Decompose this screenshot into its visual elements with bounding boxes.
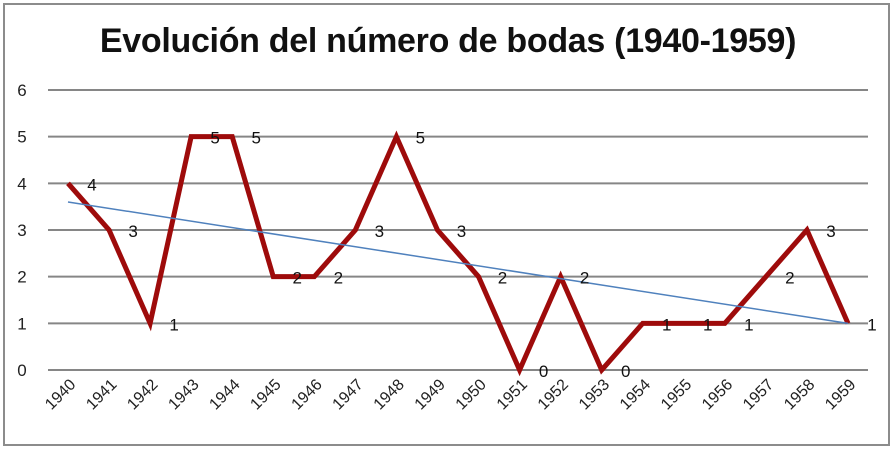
data-label: 0	[621, 362, 630, 381]
x-tick-label: 1942	[124, 376, 161, 413]
data-label: 2	[498, 269, 507, 288]
data-label: 5	[251, 129, 260, 148]
x-tick-label: 1952	[535, 376, 572, 413]
x-tick-label: 1940	[42, 376, 79, 413]
x-tick-label: 1947	[330, 376, 367, 413]
data-label: 3	[375, 222, 384, 241]
data-label: 3	[128, 222, 137, 241]
trendline	[67, 201, 849, 325]
x-tick-label: 1946	[289, 376, 326, 413]
data-label: 3	[457, 222, 466, 241]
x-tick-label: 1953	[576, 376, 613, 413]
x-tick-label: 1951	[494, 376, 531, 413]
data-label: 4	[87, 175, 96, 194]
y-tick-label: 3	[17, 221, 26, 240]
x-tick-label: 1956	[699, 376, 736, 413]
data-label: 0	[539, 362, 548, 381]
x-tick-label: 1945	[247, 376, 284, 413]
data-label: 3	[826, 222, 835, 241]
data-label: 2	[580, 269, 589, 288]
data-label: 2	[785, 269, 794, 288]
y-tick-label: 2	[17, 268, 26, 287]
x-tick-label: 1950	[453, 376, 490, 413]
y-tick-label: 0	[17, 361, 26, 380]
x-tick-label: 1955	[658, 376, 695, 413]
x-tick-label: 1944	[206, 376, 243, 413]
x-tick-label: 1949	[412, 376, 449, 413]
y-tick-label: 6	[17, 81, 26, 100]
y-tick-label: 1	[17, 314, 26, 333]
data-label: 2	[293, 269, 302, 288]
data-label: 5	[210, 129, 219, 148]
y-tick-label: 5	[17, 128, 26, 147]
x-tick-label: 1954	[617, 376, 654, 413]
data-label: 1	[169, 315, 178, 334]
y-tick-label: 4	[17, 174, 26, 193]
x-tick-label: 1959	[822, 376, 859, 413]
x-tick-label: 1958	[781, 376, 818, 413]
x-tick-label: 1943	[165, 376, 202, 413]
series-line-bodas	[66, 130, 851, 377]
chart-title: Evolución del número de bodas (1940-1959…	[99, 22, 797, 60]
data-label: 5	[416, 129, 425, 148]
x-tick-label: 1948	[371, 376, 408, 413]
data-label: 1	[867, 315, 876, 334]
chart-frame	[3, 3, 890, 446]
x-tick-label: 1941	[83, 376, 120, 413]
data-label: 2	[334, 269, 343, 288]
x-tick-label: 1957	[740, 376, 777, 413]
data-label: 1	[662, 315, 671, 334]
data-label: 1	[703, 315, 712, 334]
data-label: 1	[744, 315, 753, 334]
